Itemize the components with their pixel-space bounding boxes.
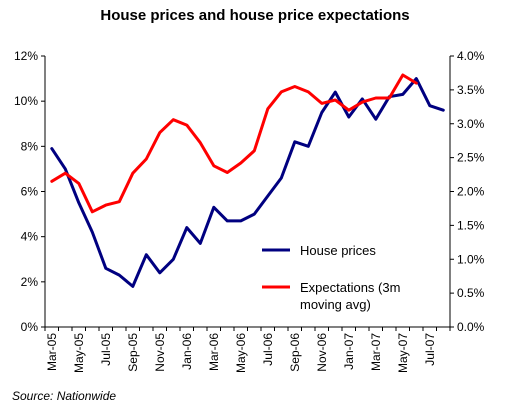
x-tick-label: Mar-06 xyxy=(207,333,221,371)
left-tick-label: 4% xyxy=(21,230,39,244)
legend: House prices Expectations (3m moving avg) xyxy=(262,243,400,312)
series-line-expectations xyxy=(50,73,418,214)
series-layer xyxy=(50,73,445,288)
left-tick-label: 8% xyxy=(21,139,39,153)
legend-label: House prices xyxy=(300,243,376,258)
right-tick-label: 2.5% xyxy=(457,151,485,165)
right-tick-label: 1.0% xyxy=(457,252,485,266)
x-tick-label: May-06 xyxy=(234,333,248,373)
source-note: Source: Nationwide xyxy=(12,389,116,403)
x-tick-label: Jan-07 xyxy=(342,333,356,370)
x-tick-label: Nov-05 xyxy=(153,333,167,372)
right-axis-ticks: 0.0% 0.5% 1.0% 1.5% 2.0% 2.5% 3.0% 3.5% 4.0% xyxy=(450,49,485,334)
left-tick-label: 2% xyxy=(21,275,39,289)
chart-title: House prices and house price expectation… xyxy=(100,7,409,24)
legend-label: Expectations (3m xyxy=(300,280,400,295)
x-tick-label: Jan-06 xyxy=(180,333,194,370)
right-tick-label: 0.0% xyxy=(457,320,485,334)
left-tick-label: 12% xyxy=(14,49,38,63)
right-tick-label: 0.5% xyxy=(457,286,485,300)
series-line-house-prices xyxy=(50,77,445,288)
x-tick-label: May-05 xyxy=(72,333,86,373)
left-tick-label: 10% xyxy=(14,94,38,108)
left-tick-label: 0% xyxy=(21,320,39,334)
x-tick-label: Sep-06 xyxy=(288,333,302,372)
x-tick-label: May-07 xyxy=(396,333,410,373)
x-tick-label: Jul-06 xyxy=(261,333,275,366)
right-tick-label: 1.5% xyxy=(457,218,485,232)
right-tick-label: 2.0% xyxy=(457,185,485,199)
x-axis-ticks: Mar-05 May-05 Jul-05 Sep-05 Nov-05 Jan-06 Mar-… xyxy=(45,333,437,373)
left-tick-label: 6% xyxy=(21,185,39,199)
x-tick-label: Sep-05 xyxy=(126,333,140,372)
x-tick-label: Jul-05 xyxy=(99,333,113,366)
right-tick-label: 3.0% xyxy=(457,117,485,131)
x-tick-label: Mar-05 xyxy=(45,333,59,371)
legend-label: moving avg) xyxy=(300,297,371,312)
left-axis-ticks: 0% 2% 4% 6% 8% 10% 12% xyxy=(14,49,45,334)
x-tick-label: Mar-07 xyxy=(369,333,383,371)
x-tick-label: Jul-07 xyxy=(423,333,437,366)
x-tick-label: Nov-06 xyxy=(315,333,329,372)
right-tick-label: 3.5% xyxy=(457,83,485,97)
right-tick-label: 4.0% xyxy=(457,49,485,63)
